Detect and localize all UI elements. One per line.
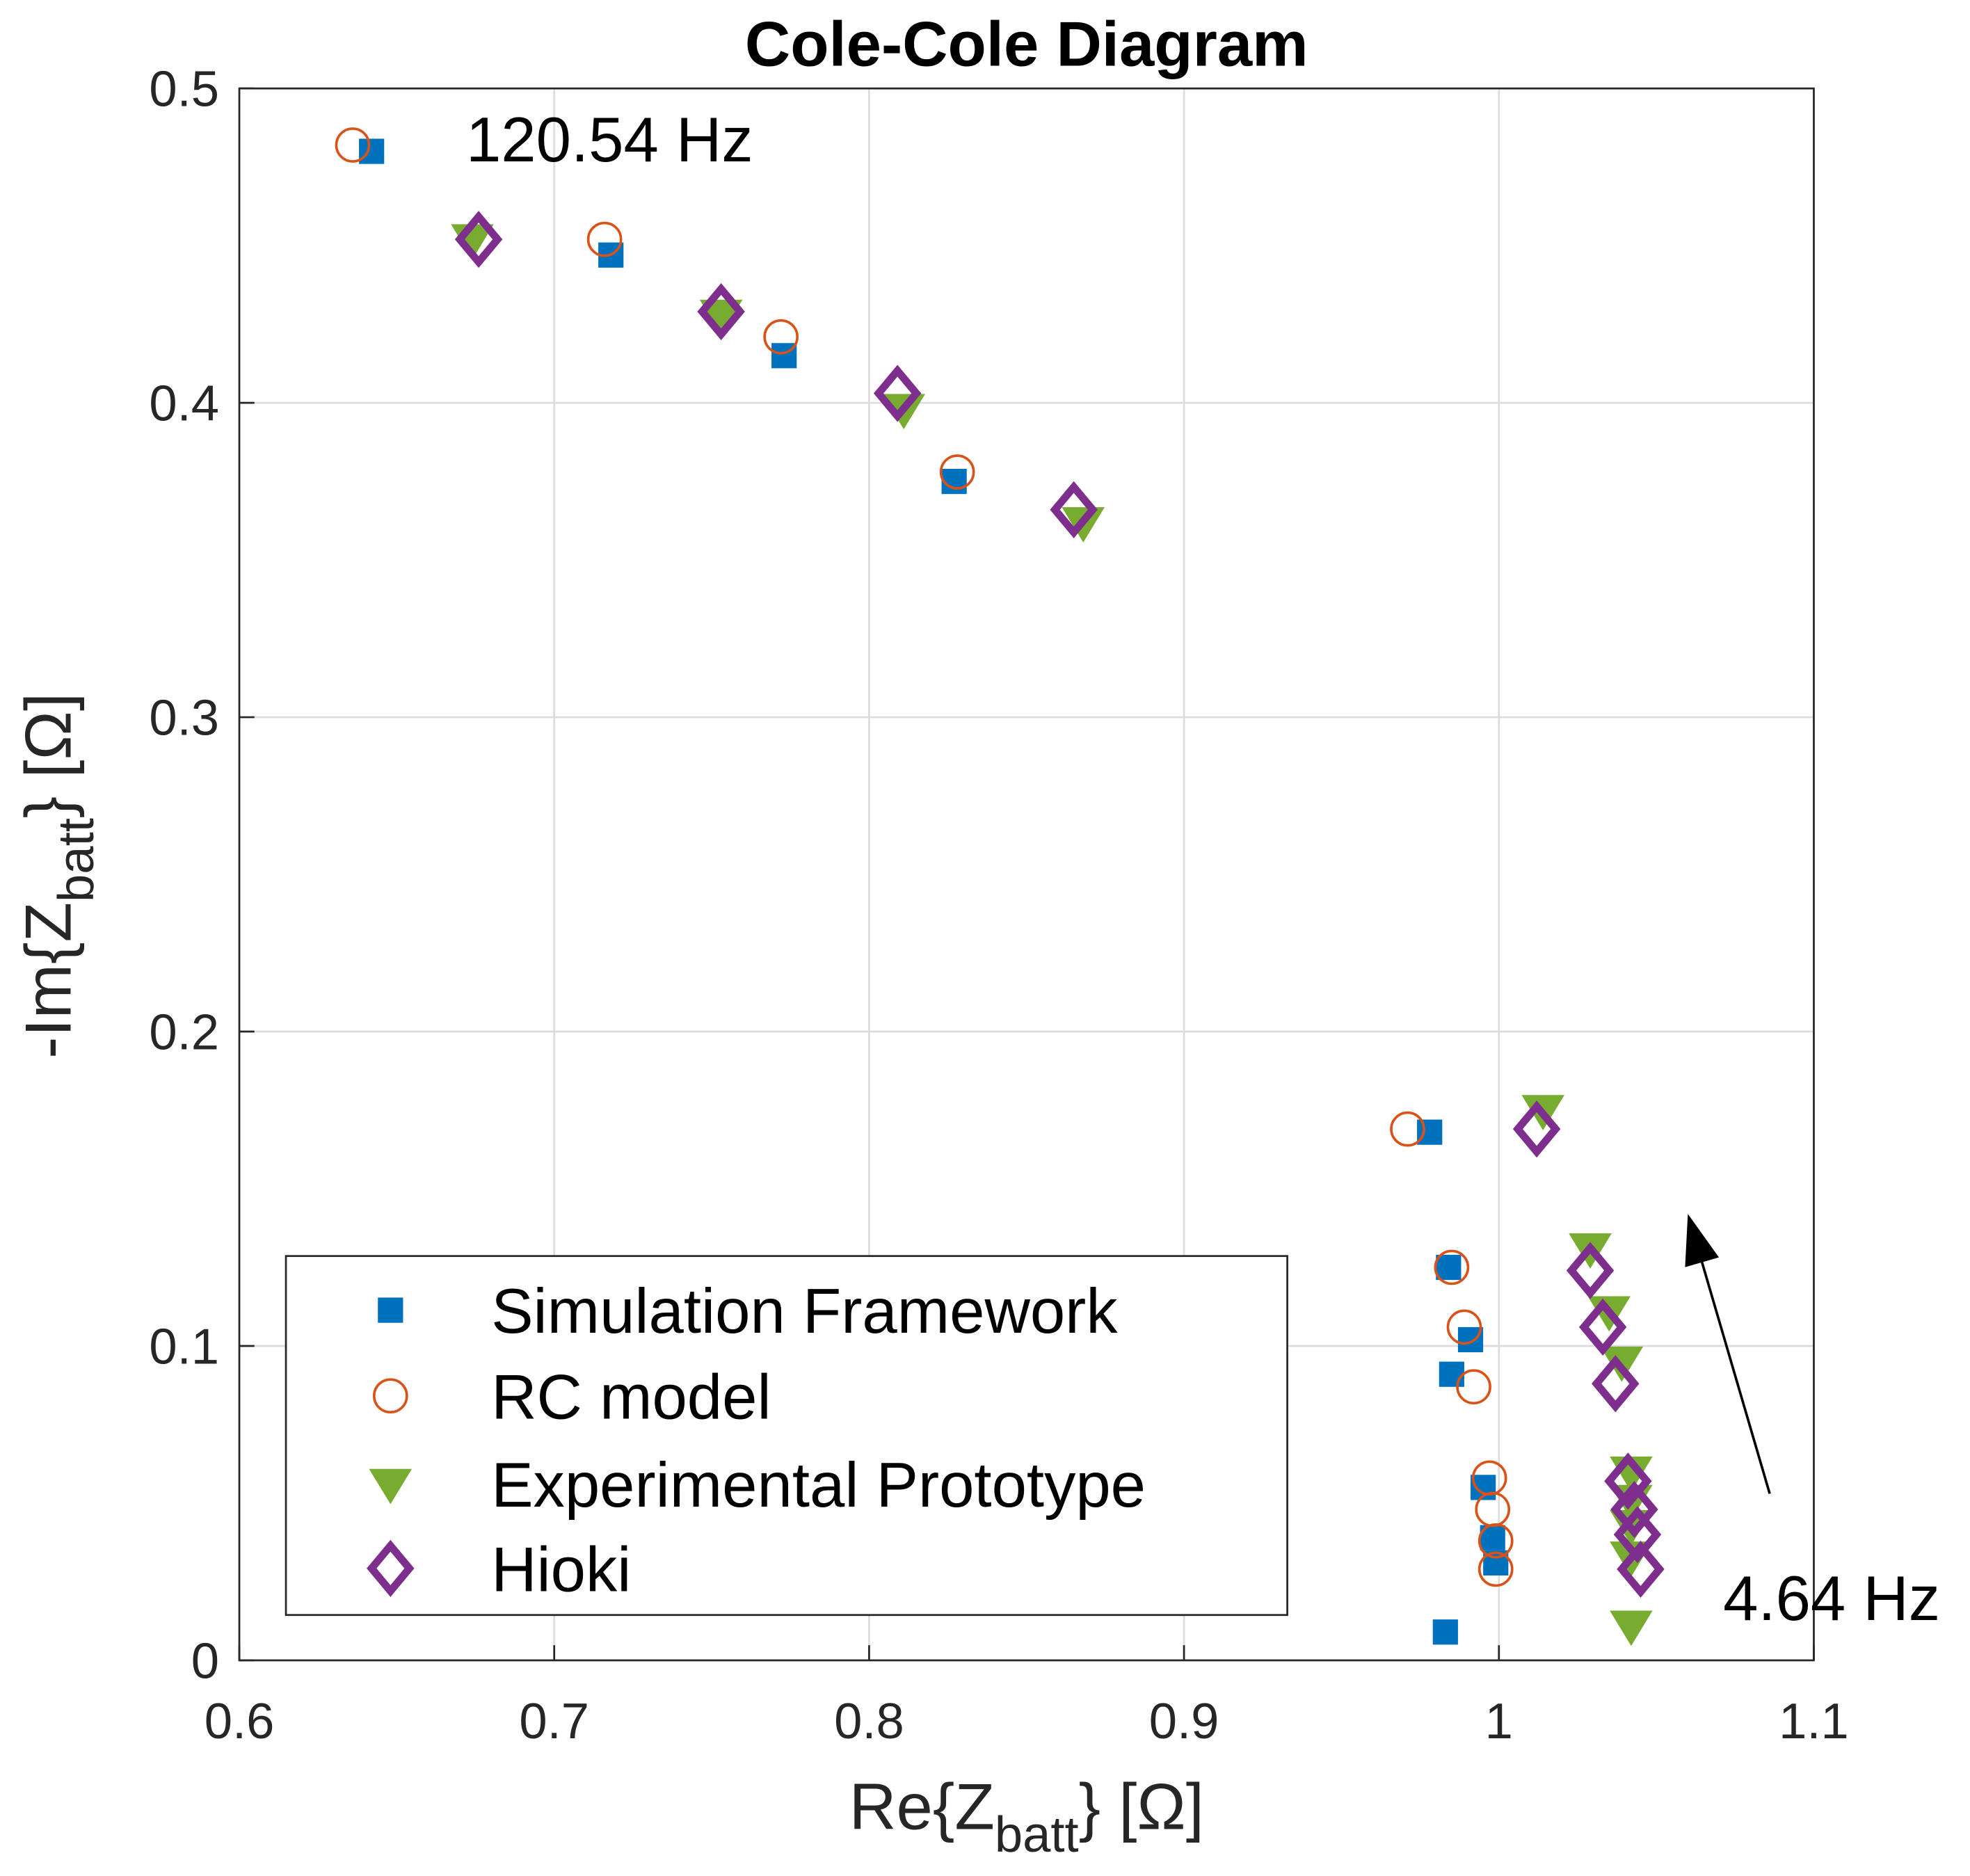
data-marks — [335, 127, 1665, 1646]
axis-ticks: 0.6 0.7 0.8 0.9 1 1.1 0 0.1 0.2 0.3 0.4 0.5 — [149, 61, 1848, 1750]
legend-marker-2 — [369, 1468, 413, 1505]
x-tick-label: 0.7 — [519, 1693, 589, 1749]
x-tick-label: 1.1 — [1779, 1693, 1849, 1749]
legend-label-experimental: Experimental Prototype — [491, 1450, 1146, 1521]
data-point — [1446, 1309, 1482, 1345]
data-point — [1566, 1242, 1615, 1299]
data-point — [1432, 1619, 1458, 1645]
data-point — [763, 319, 799, 355]
plot-area-frame — [238, 87, 1815, 1662]
legend: Simulation Framework RC model Experiment… — [285, 1255, 1288, 1617]
data-point — [1390, 1111, 1425, 1147]
y-tick-label: 0 — [191, 1633, 219, 1689]
data-point — [1610, 1480, 1658, 1539]
data-point — [1456, 1369, 1491, 1405]
data-point — [1436, 1254, 1462, 1281]
data-point — [1512, 1100, 1561, 1158]
data-point — [1478, 1523, 1514, 1559]
data-point — [1417, 1119, 1443, 1145]
legend-box — [285, 1255, 1288, 1617]
legend-label-hioki: Hioki — [491, 1534, 631, 1605]
data-point — [1592, 1355, 1640, 1413]
frequency-arrow — [1685, 1214, 1771, 1494]
data-point — [939, 454, 975, 490]
x-tick-label: 0.9 — [1149, 1693, 1219, 1749]
data-point — [335, 127, 371, 163]
data-point — [454, 211, 503, 268]
data-point — [359, 138, 385, 164]
legend-marker-1 — [372, 1378, 408, 1414]
arrow-shaft — [1700, 1262, 1771, 1494]
data-point — [1604, 1452, 1652, 1510]
x-tick-label: 0.8 — [834, 1693, 904, 1749]
y-tick-label: 0.5 — [149, 61, 219, 118]
legend-label-rc-model: RC model — [491, 1362, 771, 1432]
legend-label-simulation: Simulation Framework — [491, 1276, 1118, 1347]
y-tick-label: 0.1 — [149, 1318, 219, 1374]
y-tick-label: 0.3 — [149, 689, 219, 746]
x-axis-label: Re{Zbatt} [Ω] — [849, 1770, 1204, 1863]
data-point — [1439, 1361, 1464, 1387]
data-point — [1434, 1249, 1470, 1285]
annotation-high-frequency: 120.54 Hz — [466, 105, 753, 175]
data-point — [1617, 1540, 1665, 1598]
data-point — [1478, 1551, 1514, 1587]
y-tick-label: 0.2 — [149, 1004, 219, 1060]
chart-title: Cole-Cole Diagram — [745, 10, 1308, 80]
x-tick-label: 1 — [1485, 1693, 1513, 1749]
data-point — [941, 468, 967, 495]
y-axis-label: -Im{Zbatt} [Ω] — [11, 693, 104, 1059]
data-point — [1050, 481, 1098, 538]
legend-marker-3 — [367, 1539, 415, 1597]
arrow-head — [1685, 1214, 1720, 1267]
y-tick-label: 0.4 — [149, 375, 219, 431]
data-point — [586, 221, 623, 257]
data-point — [697, 282, 745, 341]
data-point — [1578, 1298, 1627, 1356]
data-point — [1610, 1610, 1653, 1646]
series-simulation-framework — [359, 138, 1509, 1645]
series-hioki — [454, 211, 1665, 1598]
data-point — [699, 299, 743, 335]
x-tick-label: 0.6 — [205, 1693, 275, 1749]
data-point — [1613, 1506, 1662, 1564]
series-rc-model — [335, 127, 1514, 1587]
annotation-low-frequency: 4.64 Hz — [1723, 1564, 1940, 1634]
data-point — [873, 364, 922, 422]
legend-marker-0 — [378, 1297, 403, 1323]
